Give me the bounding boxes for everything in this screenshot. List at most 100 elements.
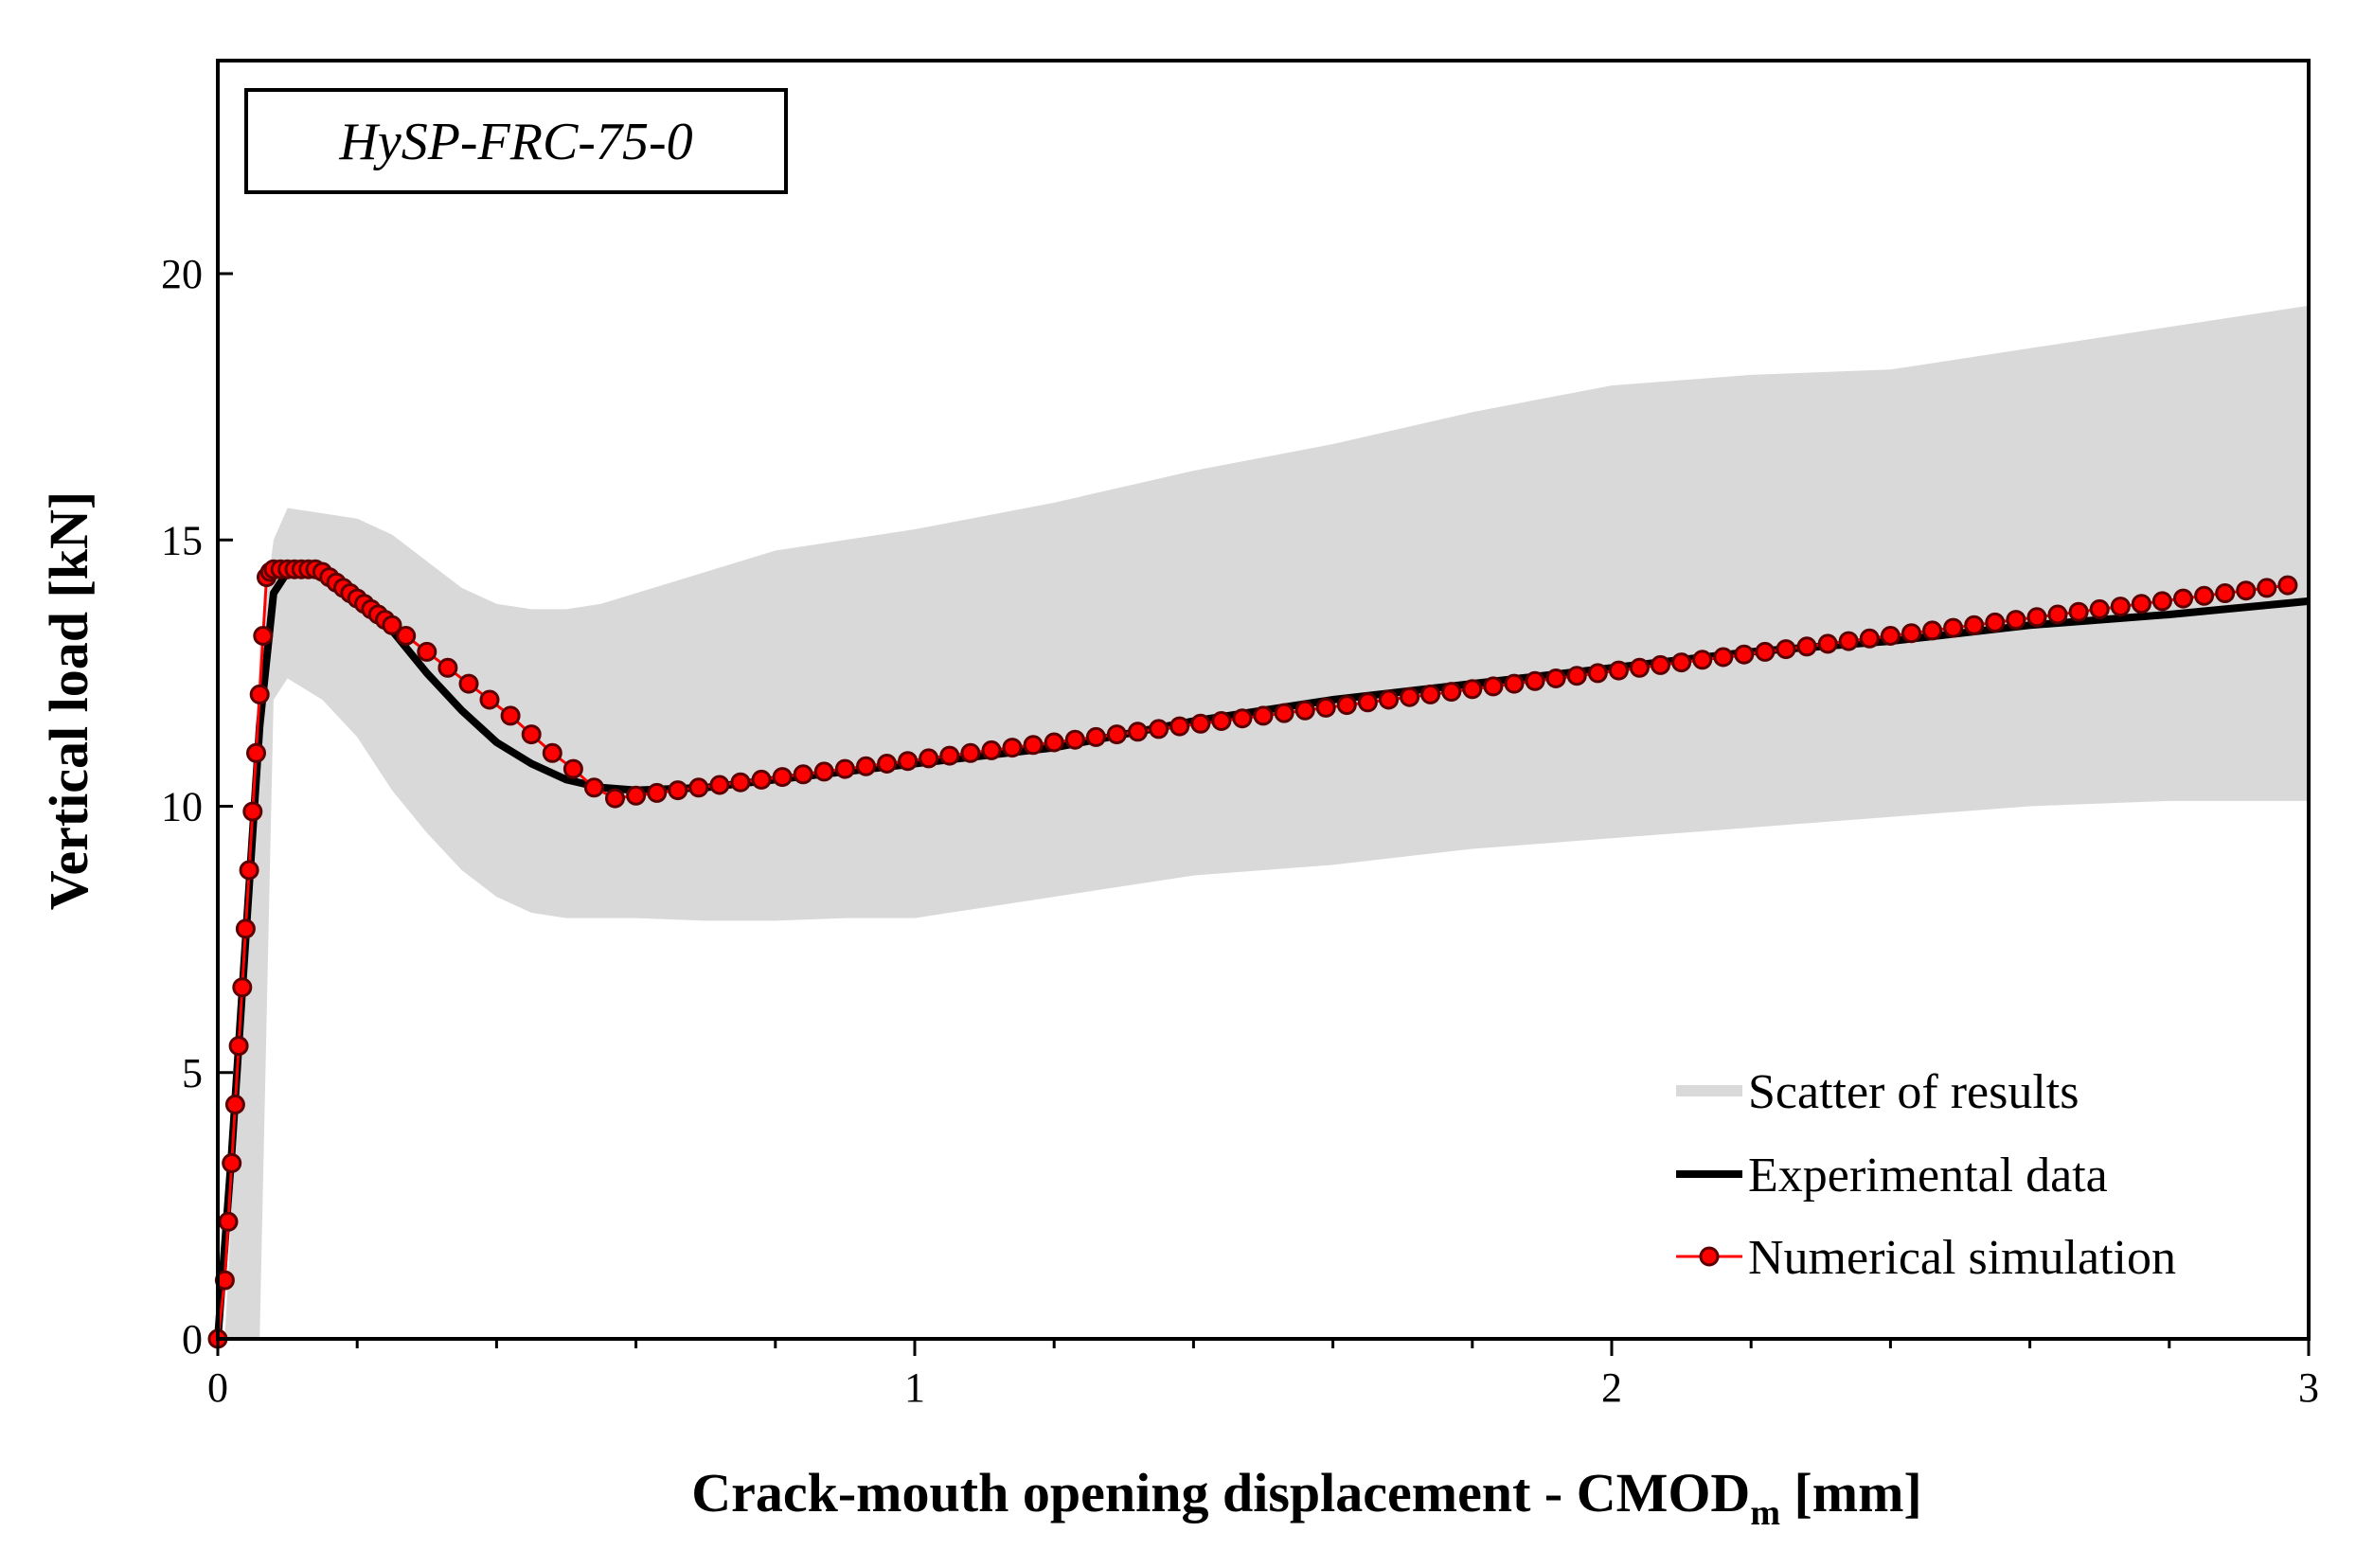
numerical-point <box>2215 583 2236 603</box>
numerical-point <box>898 751 919 772</box>
numerical-point <box>253 626 274 646</box>
numerical-point <box>222 1152 242 1173</box>
numerical-point <box>793 764 813 785</box>
x-axis-title-subscript: m <box>1750 1493 1780 1533</box>
x-tick-label: 0 <box>207 1364 228 1411</box>
numerical-point <box>1023 735 1044 756</box>
numerical-point <box>877 754 898 774</box>
numerical-point <box>1671 652 1692 673</box>
annotation-frame <box>244 88 788 194</box>
numerical-point <box>1064 729 1085 750</box>
numerical-point <box>1274 703 1294 723</box>
legend: Scatter of results Experimental data Num… <box>1676 1065 2176 1285</box>
numerical-point <box>1838 631 1859 651</box>
y-axis-title: Vertical load [kN] <box>38 491 99 910</box>
numerical-point <box>1587 663 1608 684</box>
numerical-point <box>647 782 668 803</box>
numerical-point <box>1149 719 1169 739</box>
legend-marker-numerical <box>1699 1246 1720 1267</box>
legend-label-experimental: Experimental data <box>1748 1149 2108 1203</box>
numerical-point <box>2089 598 2110 619</box>
numerical-point <box>834 758 855 779</box>
numerical-point <box>668 780 688 801</box>
numerical-point <box>224 1095 245 1114</box>
series-layer <box>207 559 2310 1349</box>
numerical-point <box>1315 697 1336 718</box>
numerical-point <box>709 775 730 795</box>
numerical-point <box>2173 588 2193 609</box>
legend-item-experimental: Experimental data <box>1676 1149 2108 1203</box>
numerical-point <box>1169 716 1190 737</box>
numerical-point <box>500 705 521 726</box>
x-tick-label: 2 <box>1601 1364 1622 1411</box>
annotation-label: HySP-FRC-75-0 <box>338 113 692 171</box>
numerical-point <box>1336 695 1357 716</box>
numerical-point <box>1441 682 1462 703</box>
numerical-point <box>1922 620 1943 641</box>
numerical-point <box>981 739 1002 760</box>
numerical-point <box>626 785 647 806</box>
numerical-point <box>1755 641 1776 662</box>
numerical-point <box>1400 686 1420 707</box>
scatter-band <box>224 305 2310 1339</box>
numerical-point <box>1964 615 1985 635</box>
numerical-point <box>521 724 542 745</box>
numerical-point <box>1462 679 1483 700</box>
numerical-point <box>751 769 772 790</box>
numerical-point <box>1294 700 1315 721</box>
numerical-point <box>246 742 266 763</box>
numerical-point <box>1420 684 1441 704</box>
numerical-point <box>1379 689 1399 710</box>
y-tick-label: 5 <box>182 1050 203 1096</box>
x-axis-title: Crack-mouth opening displacement - CMODm… <box>691 1462 1922 1533</box>
numerical-point <box>856 756 876 776</box>
numerical-point <box>1106 724 1127 745</box>
numerical-point <box>1002 738 1023 758</box>
numerical-point <box>605 788 625 809</box>
numerical-point <box>2257 578 2277 598</box>
numerical-point <box>1525 670 1545 691</box>
numerical-point <box>1776 639 1796 660</box>
numerical-point <box>688 777 709 798</box>
x-axis-title-unit: [mm] <box>1780 1462 1922 1523</box>
numerical-point <box>382 615 402 635</box>
plot-frame <box>216 59 2311 1341</box>
numerical-point <box>1085 726 1106 747</box>
numerical-point <box>1651 654 1670 675</box>
y-tick-label: 0 <box>182 1316 203 1363</box>
numerical-point <box>960 742 981 763</box>
numerical-point <box>1545 668 1566 688</box>
numerical-point <box>2026 607 2047 628</box>
numerical-point <box>479 689 500 710</box>
numerical-point <box>939 745 960 766</box>
numerical-point <box>417 641 437 662</box>
numerical-point <box>919 748 939 769</box>
numerical-point <box>2151 591 2172 612</box>
x-tick-label: 1 <box>904 1364 925 1411</box>
numerical-point <box>239 860 259 881</box>
numerical-point <box>2277 575 2298 596</box>
y-tick-label: 15 <box>161 517 203 563</box>
numerical-point <box>583 777 604 798</box>
numerical-point <box>730 772 751 793</box>
numerical-point <box>1566 666 1587 686</box>
numerical-point <box>218 1211 239 1232</box>
numerical-point <box>1713 647 1734 668</box>
numerical-point <box>1232 708 1253 729</box>
tick-layer: 0 5 10 15 20 0 1 2 3 <box>161 251 2319 1411</box>
numerical-point <box>2110 597 2131 617</box>
y-tick-label: 10 <box>161 784 203 830</box>
numerical-point <box>1859 628 1880 649</box>
numerical-point <box>1504 673 1525 694</box>
legend-item-scatter: Scatter of results <box>1676 1065 2079 1119</box>
numerical-point <box>249 684 270 704</box>
numerical-point <box>2068 601 2089 622</box>
numerical-point <box>1985 612 2006 633</box>
numerical-point <box>1253 705 1274 726</box>
numerical-point <box>1692 650 1713 670</box>
numerical-point <box>2047 604 2068 625</box>
numerical-point <box>2236 580 2257 601</box>
numerical-point <box>1943 617 1964 638</box>
numerical-point <box>1901 623 1921 644</box>
